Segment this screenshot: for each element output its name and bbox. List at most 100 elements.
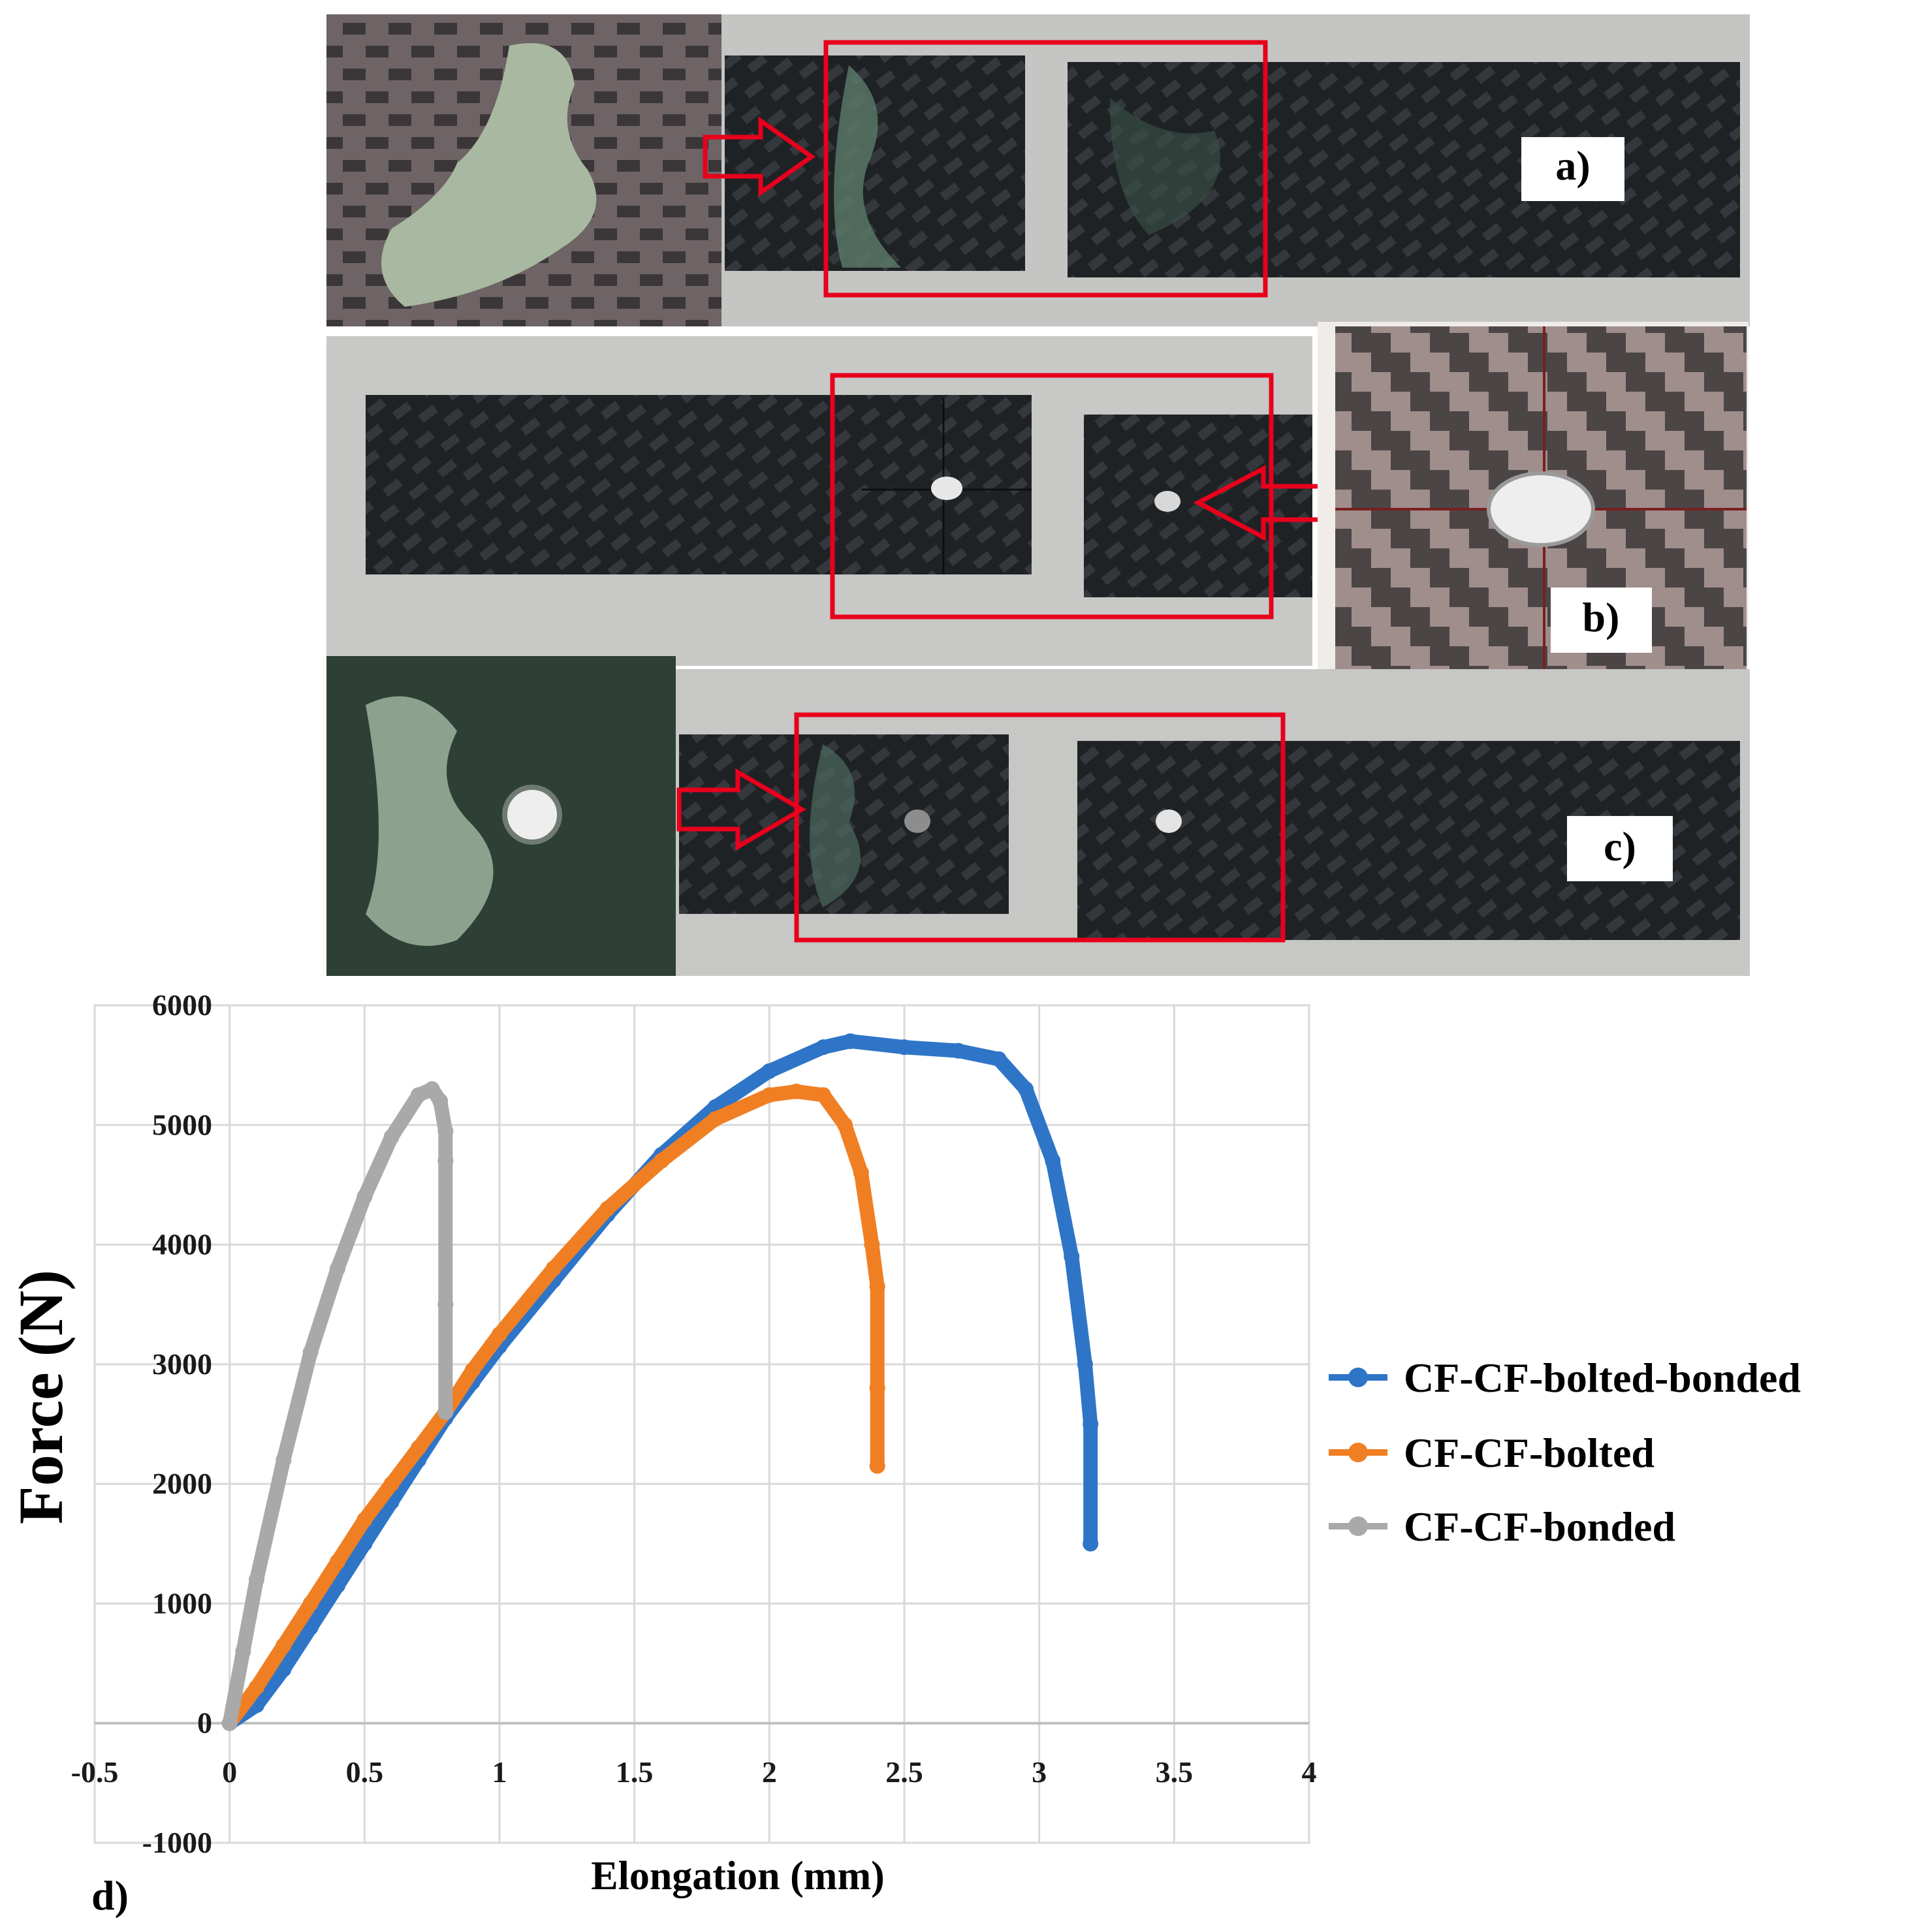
data-point bbox=[816, 1087, 831, 1103]
photo-panel-a: a) bbox=[326, 14, 1750, 326]
data-point bbox=[411, 1087, 426, 1103]
force-elongation-chart: -1000 0 1000 2000 3000 4000 5000 6000 -0.5 0 0.5 1… bbox=[6, 988, 1801, 1919]
x-tick-label: 0 bbox=[222, 1755, 237, 1789]
adhesive-residue-c bbox=[810, 744, 861, 907]
panel-label-b: b) bbox=[1583, 594, 1620, 640]
data-point bbox=[842, 1033, 859, 1049]
x-tick-label: 4 bbox=[1302, 1755, 1317, 1789]
data-point bbox=[302, 1620, 319, 1636]
y-tick-label: 5000 bbox=[152, 1108, 212, 1141]
legend-label: CF-CF-bonded bbox=[1404, 1503, 1675, 1550]
y-tick-label: -1000 bbox=[142, 1826, 212, 1859]
data-point bbox=[330, 1554, 345, 1570]
data-point bbox=[276, 1637, 292, 1654]
y-tick-label: 3000 bbox=[152, 1347, 212, 1381]
data-point bbox=[707, 1111, 723, 1127]
legend-marker bbox=[1348, 1443, 1368, 1462]
data-point bbox=[302, 1595, 319, 1612]
data-point bbox=[545, 1261, 562, 1277]
data-point bbox=[411, 1440, 426, 1456]
series-CF-CF-bolted bbox=[221, 1083, 885, 1731]
y-tick-label: 0 bbox=[197, 1706, 212, 1740]
y-tick-label: 4000 bbox=[152, 1228, 212, 1261]
x-axis-tick-labels: -0.5 0 0.5 1 1.5 2 2.5 3 3.5 4 bbox=[71, 1755, 1317, 1789]
panel-label-box-c bbox=[1567, 816, 1673, 881]
data-point bbox=[1083, 1416, 1099, 1432]
bolt-hole-b-right bbox=[1154, 491, 1180, 512]
data-point bbox=[356, 1535, 373, 1552]
data-point bbox=[599, 1200, 616, 1217]
data-point bbox=[330, 1261, 345, 1277]
data-point bbox=[464, 1362, 481, 1379]
arrow-right-icon-a bbox=[703, 116, 816, 197]
chart-series bbox=[221, 1033, 1099, 1731]
data-point bbox=[383, 1129, 400, 1145]
data-point bbox=[761, 1063, 778, 1079]
data-point bbox=[864, 1236, 880, 1253]
data-point bbox=[837, 1117, 853, 1133]
arrow-right-icon-c bbox=[676, 768, 806, 851]
legend-label: CF-CF-bolted-bonded bbox=[1404, 1355, 1801, 1401]
legend-entry: CF-CF-bolted bbox=[1329, 1430, 1655, 1476]
bolt-hole-c-left bbox=[904, 809, 930, 833]
x-axis-label: Elongation (mm) bbox=[591, 1854, 885, 1898]
data-point bbox=[761, 1087, 778, 1103]
panel-label-box-a bbox=[1521, 137, 1624, 201]
data-point bbox=[276, 1452, 292, 1468]
chart-legend: CF-CF-bolted-bonded CF-CF-bolted CF-CF-bon… bbox=[1329, 1355, 1801, 1550]
data-point bbox=[788, 1083, 804, 1099]
bolt-hole-c-right bbox=[1156, 809, 1182, 833]
inset-c-bolt-hole bbox=[502, 785, 562, 845]
inset-b-bolt-hole bbox=[1487, 471, 1595, 547]
adhesive-residue-a2 bbox=[1110, 98, 1220, 235]
panel-label-c: c) bbox=[1604, 823, 1636, 870]
arrow-left-icon-b bbox=[1193, 465, 1325, 541]
legend-label: CF-CF-bolted bbox=[1404, 1430, 1655, 1476]
y-axis-tick-labels: -1000 0 1000 2000 3000 4000 5000 6000 bbox=[142, 988, 212, 1859]
data-point bbox=[1018, 1081, 1034, 1097]
specimen-b-left-strip bbox=[366, 395, 1032, 574]
x-tick-label: -0.5 bbox=[71, 1755, 119, 1789]
data-point bbox=[437, 1404, 454, 1420]
x-tick-label: 2.5 bbox=[885, 1755, 923, 1789]
y-tick-label: 1000 bbox=[152, 1586, 212, 1620]
data-point bbox=[249, 1679, 264, 1695]
data-point bbox=[356, 1189, 373, 1205]
legend-marker bbox=[1348, 1368, 1368, 1387]
data-point bbox=[869, 1380, 885, 1396]
specimen-b-right-strip bbox=[1084, 415, 1312, 597]
data-point bbox=[869, 1458, 885, 1474]
data-point bbox=[990, 1051, 1007, 1067]
data-point bbox=[1064, 1248, 1080, 1264]
data-point bbox=[356, 1512, 373, 1528]
x-tick-label: 3.5 bbox=[1156, 1755, 1194, 1789]
panel-label-box-b bbox=[1551, 588, 1652, 653]
data-point bbox=[221, 1715, 238, 1731]
panel-label-a: a) bbox=[1555, 142, 1590, 189]
failure-region-frame-a bbox=[823, 40, 1268, 298]
x-tick-label: 3 bbox=[1032, 1755, 1047, 1789]
data-point bbox=[432, 1093, 449, 1109]
x-tick-label: 1.5 bbox=[616, 1755, 654, 1789]
inset-c-adhesive bbox=[366, 696, 494, 946]
y-tick-label: 6000 bbox=[152, 988, 212, 1022]
x-tick-label: 2 bbox=[762, 1755, 777, 1789]
x-tick-label: 0.5 bbox=[346, 1755, 384, 1789]
data-point bbox=[383, 1476, 400, 1492]
data-point bbox=[424, 1081, 440, 1097]
data-point bbox=[276, 1661, 292, 1678]
data-point bbox=[1083, 1535, 1099, 1552]
y-axis-label: Force (N) bbox=[6, 1270, 76, 1524]
data-point bbox=[249, 1571, 264, 1588]
inset-a-adhesive bbox=[381, 43, 597, 307]
data-point bbox=[235, 1643, 251, 1659]
data-point bbox=[654, 1153, 669, 1169]
x-tick-label: 1 bbox=[492, 1755, 507, 1789]
legend-entry: CF-CF-bonded bbox=[1329, 1503, 1675, 1550]
series-line bbox=[222, 1084, 885, 1731]
data-point bbox=[437, 1153, 454, 1169]
bolt-hole-b-left bbox=[931, 477, 962, 500]
data-point bbox=[853, 1165, 869, 1181]
data-point bbox=[869, 1278, 885, 1294]
legend-marker bbox=[1348, 1516, 1368, 1536]
